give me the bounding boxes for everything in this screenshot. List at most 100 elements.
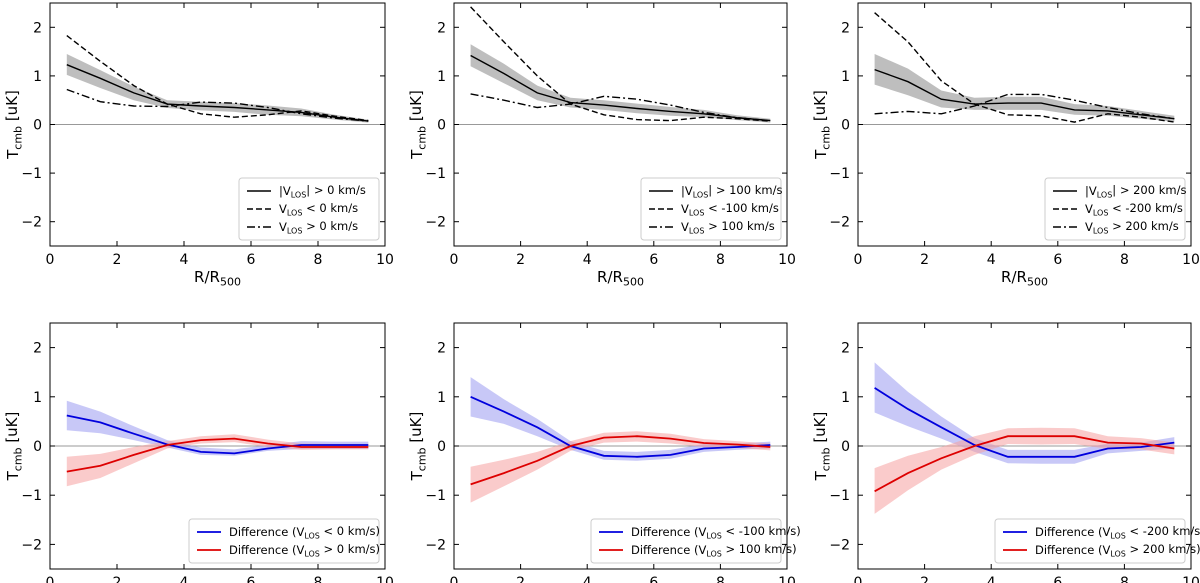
y-tick-label: −1 <box>21 488 42 504</box>
legend: |VLOS| > 100 km/s VLOS < -100 km/s VLOS > … <box>640 177 782 241</box>
x-tick-label: 4 <box>583 252 592 268</box>
y-tick-label: 0 <box>437 439 446 455</box>
x-axis-label: R/R500 <box>194 268 241 288</box>
y-tick-label: −2 <box>829 537 850 553</box>
series-line-2 <box>470 6 771 122</box>
y-tick-label: 2 <box>33 341 42 357</box>
legend: |VLOS| > 0 km/s VLOS < 0 km/s VLOS > 0 km/… <box>238 177 380 241</box>
y-tick-label: 1 <box>33 69 42 85</box>
error-band-series-2 <box>874 427 1175 514</box>
y-tick-label: 0 <box>841 439 850 455</box>
x-tick-label: 0 <box>450 252 459 268</box>
x-tick-label: 2 <box>920 252 929 268</box>
x-tick-label: 6 <box>649 252 658 268</box>
legend-label-3: VLOS > 200 km/s <box>1085 219 1179 235</box>
x-tick-label: 2 <box>516 575 525 583</box>
legend: Difference (VLOS < -100 km/s) Difference … <box>590 518 801 564</box>
y-tick-label: 1 <box>841 69 850 85</box>
legend-label-1: |VLOS| > 200 km/s <box>1085 183 1186 199</box>
x-tick-label: 10 <box>376 252 394 268</box>
x-tick-label: 6 <box>247 252 256 268</box>
x-tick-label: 10 <box>778 252 796 268</box>
series-line-1 <box>66 64 369 122</box>
y-tick-label: −2 <box>425 215 446 231</box>
y-axis-label: Tcmb [uK] <box>407 412 429 482</box>
y-tick-label: 2 <box>33 20 42 36</box>
y-tick-label: −1 <box>425 166 446 182</box>
series-line-1 <box>874 387 1175 458</box>
y-tick-label: 2 <box>437 20 446 36</box>
y-axis-label: Tcmb [uK] <box>811 412 833 482</box>
y-tick-label: 0 <box>841 118 850 134</box>
y-tick-label: 1 <box>437 69 446 85</box>
series-line-2 <box>874 435 1175 493</box>
error-band-series-2 <box>470 431 771 503</box>
x-tick-label: 8 <box>716 252 725 268</box>
x-tick-label: 0 <box>854 252 863 268</box>
plot-area <box>858 362 1191 514</box>
legend-label-1: |VLOS| > 0 km/s <box>279 183 366 199</box>
y-axis-label: Tcmb [uK] <box>811 90 833 160</box>
error-band-series-1 <box>470 44 771 123</box>
x-axis-label: R/R500 <box>597 268 644 288</box>
x-tick-label: 2 <box>920 575 929 583</box>
y-tick-label: 2 <box>437 341 446 357</box>
y-tick-label: 0 <box>437 118 446 134</box>
series-line-2 <box>874 12 1175 123</box>
y-tick-label: −1 <box>829 488 850 504</box>
x-tick-label: 4 <box>987 575 996 583</box>
x-tick-label: 8 <box>1120 252 1129 268</box>
x-tick-label: 2 <box>113 252 122 268</box>
x-tick-label: 0 <box>450 575 459 583</box>
series-line-3 <box>470 93 771 122</box>
y-axis-label: Tcmb [uK] <box>3 412 25 482</box>
legend: Difference (VLOS < 0 km/s) Difference (VL… <box>188 518 380 564</box>
series-line-2 <box>470 435 771 486</box>
x-tick-label: 10 <box>1182 575 1200 583</box>
x-tick-label: 4 <box>180 252 189 268</box>
plot-area <box>454 6 787 125</box>
chart-panel-1: 0 2 4 6 8 10 −2 −1 0 1 2 R/R500 Tcmb [uK] |VLOS| > 0 … <box>3 2 394 288</box>
y-axis-label: Tcmb [uK] <box>3 90 25 160</box>
x-tick-label: 4 <box>987 252 996 268</box>
x-tick-label: 4 <box>583 575 592 583</box>
y-tick-label: −1 <box>425 488 446 504</box>
x-tick-label: 0 <box>46 575 55 583</box>
y-tick-label: 1 <box>437 390 446 406</box>
y-tick-label: 2 <box>841 341 850 357</box>
x-tick-label: 10 <box>778 575 796 583</box>
plot-area <box>454 377 787 503</box>
legend-label-1: |VLOS| > 100 km/s <box>681 183 782 199</box>
x-tick-label: 10 <box>1182 252 1200 268</box>
y-tick-label: 0 <box>33 118 42 134</box>
plot-area <box>50 35 385 125</box>
series-line-3 <box>66 88 369 122</box>
legend-label-1: Difference (VLOS < -100 km/s) <box>631 524 801 540</box>
x-tick-label: 10 <box>376 575 394 583</box>
legend-label-2: Difference (VLOS > 200 km/s) <box>1035 542 1200 558</box>
legend: |VLOS| > 200 km/s VLOS < -200 km/s VLOS > … <box>1044 177 1186 241</box>
legend-label-3: VLOS > 100 km/s <box>681 219 775 235</box>
y-tick-label: −1 <box>829 166 850 182</box>
legend-box <box>238 177 380 241</box>
legend-label-1: Difference (VLOS < -200 km/s) <box>1035 524 1200 540</box>
x-tick-label: 8 <box>1120 575 1129 583</box>
x-tick-label: 6 <box>1053 575 1062 583</box>
x-tick-label: 6 <box>247 575 256 583</box>
series-line-1 <box>470 54 771 122</box>
plot-area <box>858 12 1191 125</box>
x-tick-label: 8 <box>314 575 323 583</box>
legend-label-2: VLOS < 0 km/s <box>279 201 358 217</box>
y-tick-label: −2 <box>829 215 850 231</box>
y-tick-label: 0 <box>33 439 42 455</box>
legend-box <box>994 518 1186 564</box>
x-tick-label: 8 <box>314 252 323 268</box>
error-band-series-1 <box>470 377 771 461</box>
x-tick-label: 2 <box>516 252 525 268</box>
legend-label-1: Difference (VLOS < 0 km/s) <box>229 524 380 540</box>
legend-box <box>590 518 782 564</box>
x-axis-label: R/R500 <box>1001 268 1048 288</box>
